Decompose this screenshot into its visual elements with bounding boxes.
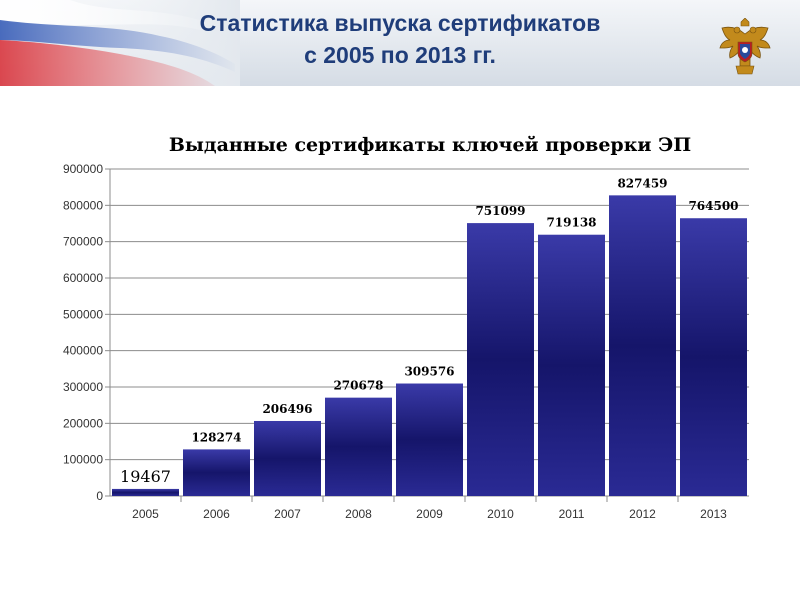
y-tick-label: 700000	[63, 235, 103, 249]
russian-flag-wave	[0, 0, 240, 86]
slide-title-line-1: Статистика выпуска сертификатов	[199, 10, 601, 36]
y-tick-label: 100000	[63, 453, 103, 467]
data-label: 751099	[475, 204, 525, 218]
x-tick-label: 2008	[345, 507, 372, 521]
data-label: 827459	[617, 176, 667, 190]
bar-2008	[325, 397, 392, 496]
x-tick-label: 2013	[700, 507, 727, 521]
bar-2013	[680, 218, 747, 496]
bar-2012	[609, 195, 676, 496]
data-label: 19467	[120, 467, 171, 486]
data-label: 128274	[191, 430, 241, 444]
data-label: 309576	[404, 365, 454, 379]
double-headed-eagle-emblem-icon	[719, 18, 771, 75]
x-tick-label: 2009	[416, 507, 443, 521]
data-label: 764500	[688, 199, 738, 213]
data-label: 206496	[262, 402, 312, 416]
slide-header: Статистика выпуска сертификатов с 2005 п…	[0, 0, 800, 86]
bar-2006	[183, 449, 250, 496]
data-label: 719138	[546, 216, 596, 230]
y-tick-label: 0	[96, 489, 103, 503]
chart-title: Выданные сертификаты ключей проверки ЭП	[168, 134, 692, 156]
y-tick-label: 500000	[63, 307, 103, 321]
data-label: 270678	[333, 379, 383, 393]
y-tick-label: 200000	[63, 416, 103, 430]
slide-title-line-2: с 2005 по 2013 гг.	[304, 42, 496, 68]
x-tick-label: 2012	[629, 507, 656, 521]
bar-2007	[254, 420, 321, 496]
x-tick-label: 2006	[203, 507, 230, 521]
y-tick-label: 900000	[63, 162, 103, 176]
bars	[112, 195, 747, 496]
y-tick-label: 300000	[63, 380, 103, 394]
bar-2011	[538, 234, 605, 496]
y-tick-label: 400000	[63, 344, 103, 358]
x-tick-label: 2007	[274, 507, 301, 521]
y-tick-label: 800000	[63, 198, 103, 212]
data-labels: 19467 128274 206496 270678 309576 751099 71913…	[120, 176, 739, 486]
x-tick-label: 2011	[559, 507, 585, 521]
bar-2010	[467, 223, 534, 496]
x-tick-label: 2005	[132, 507, 159, 521]
y-tick-labels: 0 100000 200000 300000 400000 500000 600000 700…	[63, 162, 103, 503]
y-tick-label: 600000	[63, 271, 103, 285]
bar-2005	[112, 488, 179, 496]
x-tick-labels: 2005 2006 2007 2008 2009 2010 2011 2012 2013	[132, 507, 727, 521]
bar-2009	[396, 383, 463, 496]
x-tick-label: 2010	[487, 507, 514, 521]
